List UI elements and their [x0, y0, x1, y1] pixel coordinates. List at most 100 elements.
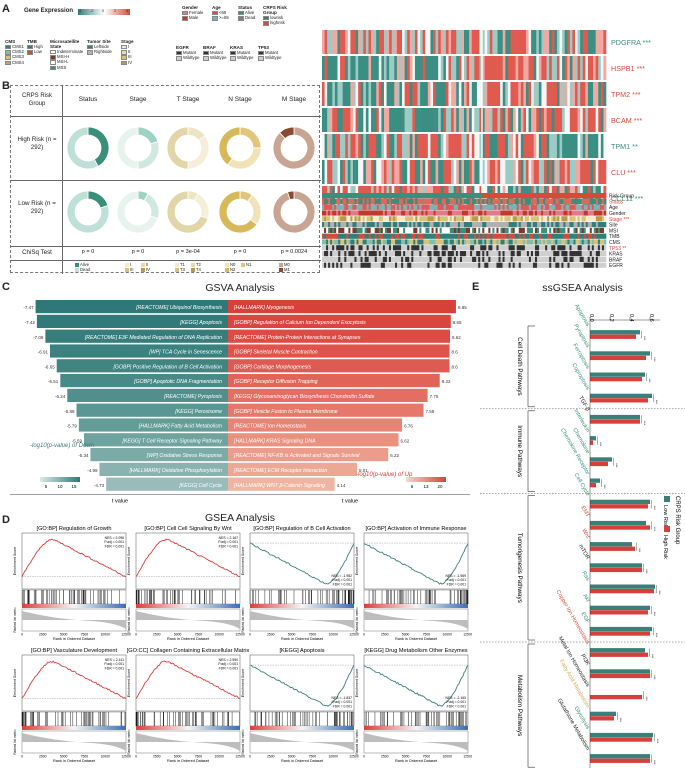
heatmap-cell: [453, 134, 457, 158]
donut-slice: [66, 190, 110, 234]
annotation-cell: [512, 239, 516, 245]
annotation-cell: [504, 256, 507, 262]
heatmap-cell: [322, 160, 325, 184]
annotation-cell: [474, 210, 477, 216]
table-legend-label: N0: [230, 262, 236, 268]
gsea-stat: NES = -1.982: [332, 574, 353, 578]
annotation-cell: [528, 210, 532, 216]
annotation-cell: [354, 216, 357, 222]
annotation-cell: [364, 216, 367, 222]
heatmap-cell: [528, 134, 532, 158]
annotation-cell: [397, 210, 400, 216]
annotation-cell: [366, 204, 369, 210]
annotation-cell: [449, 233, 453, 239]
annotation-cell: [419, 222, 422, 228]
annotation-cell: [577, 222, 580, 228]
heatmap-cell: [538, 82, 542, 106]
ssgsea-category-label: Akt: [581, 593, 590, 603]
annotation-cell: [447, 251, 451, 257]
heatmap-cell: [593, 30, 596, 54]
ssgsea-high-bar: [590, 695, 642, 700]
gsva-down-value: -5.79: [67, 424, 78, 429]
annotation-cell: [360, 198, 363, 204]
heatmap-cell: [479, 30, 483, 54]
annotation-cell: [559, 245, 562, 251]
annotation-cell: [569, 198, 572, 204]
heatmap-cell: [373, 56, 377, 80]
heatmap-cell: [453, 82, 457, 106]
annotation-cell: [425, 256, 428, 262]
annotation-cell: [520, 227, 524, 233]
heatmap-cell: [497, 108, 501, 132]
annotation-cell: [526, 256, 530, 262]
annotation-cell: [537, 251, 540, 257]
heatmap-cell: [347, 82, 351, 106]
annotation-cell: [498, 239, 501, 245]
annotation-cell: [539, 239, 542, 245]
annotation-cell: [506, 256, 509, 262]
annotation-cell: [435, 245, 438, 251]
annotation-cell: [474, 222, 477, 228]
annotation-cell: [569, 222, 572, 228]
annotation-cell: [360, 262, 363, 268]
heatmap-cell: [590, 134, 594, 158]
heatmap-cell: [376, 160, 380, 184]
msi-swatch: [50, 50, 56, 55]
heatmap-cell: [598, 134, 602, 158]
annotation-cell: [401, 210, 404, 216]
gsea-metric-area: [250, 611, 354, 629]
annotation-cell: [378, 262, 382, 268]
heatmap-cell: [440, 56, 444, 80]
heatmap-cell: [603, 82, 607, 106]
gsva-legend-down-tick: 10: [57, 484, 63, 489]
annotation-cell: [401, 251, 404, 257]
annotation-cell: [447, 193, 451, 199]
annotation-cell: [382, 239, 386, 245]
annotation-cell: [502, 216, 505, 222]
heatmap-cell: [381, 30, 385, 54]
gsea-metric-area: [22, 611, 126, 629]
annotation-cell: [488, 245, 491, 251]
gsea-plot-title: [GO:BP] Activation of Immune Response: [365, 526, 466, 532]
gene-expression-tick: 0: [102, 9, 105, 13]
heatmap-cell: [332, 108, 336, 132]
annotation-cell: [399, 262, 402, 268]
annotation-cell: [466, 198, 469, 204]
annotation-cell: [555, 262, 558, 268]
annotation-cell: [411, 198, 414, 204]
heatmap-cell: [577, 56, 581, 80]
annotation-cell: [589, 262, 593, 268]
heatmap-cell: [595, 82, 599, 106]
annotation-cell: [502, 245, 505, 251]
annotation-cell: [545, 204, 548, 210]
annotation-cell: [366, 222, 369, 228]
heatmap-cell: [334, 30, 338, 54]
gsva-down-bar: [84, 433, 228, 447]
annotation-cell: [372, 233, 376, 239]
gsea-xtick: 12500: [121, 633, 131, 637]
annotation-cell: [348, 193, 351, 199]
gsea-xtick: 12500: [463, 755, 472, 759]
heatmap-cell: [386, 108, 390, 132]
heatmap-cell: [399, 56, 403, 80]
annotation-cell: [595, 204, 599, 210]
table-column-header: T Stage: [176, 96, 200, 103]
annotation-cell: [425, 204, 428, 210]
annotation-cell: [348, 233, 351, 239]
annotation-cell: [352, 251, 355, 257]
annotation-cell: [492, 222, 495, 228]
annotation-cell: [593, 256, 597, 262]
annotation-cell: [399, 222, 402, 228]
annotation-cell: [466, 239, 469, 245]
annotation-cell: [583, 227, 587, 233]
annotation-cell: [340, 262, 343, 268]
annotation-cell: [573, 204, 576, 210]
heatmap-cell: [489, 160, 493, 184]
annotation-cell: [388, 210, 392, 216]
annotation-cell: [451, 216, 455, 222]
heatmap-cell: [420, 30, 423, 54]
annotation-cell: [322, 210, 325, 216]
annotation-cell: [496, 216, 499, 222]
gsea-xlabel: Rank in Ordered Dataset: [53, 759, 96, 763]
